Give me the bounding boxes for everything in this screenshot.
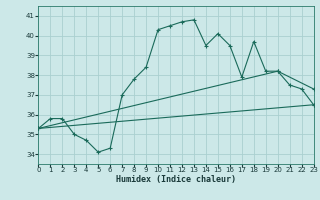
X-axis label: Humidex (Indice chaleur): Humidex (Indice chaleur) bbox=[116, 175, 236, 184]
